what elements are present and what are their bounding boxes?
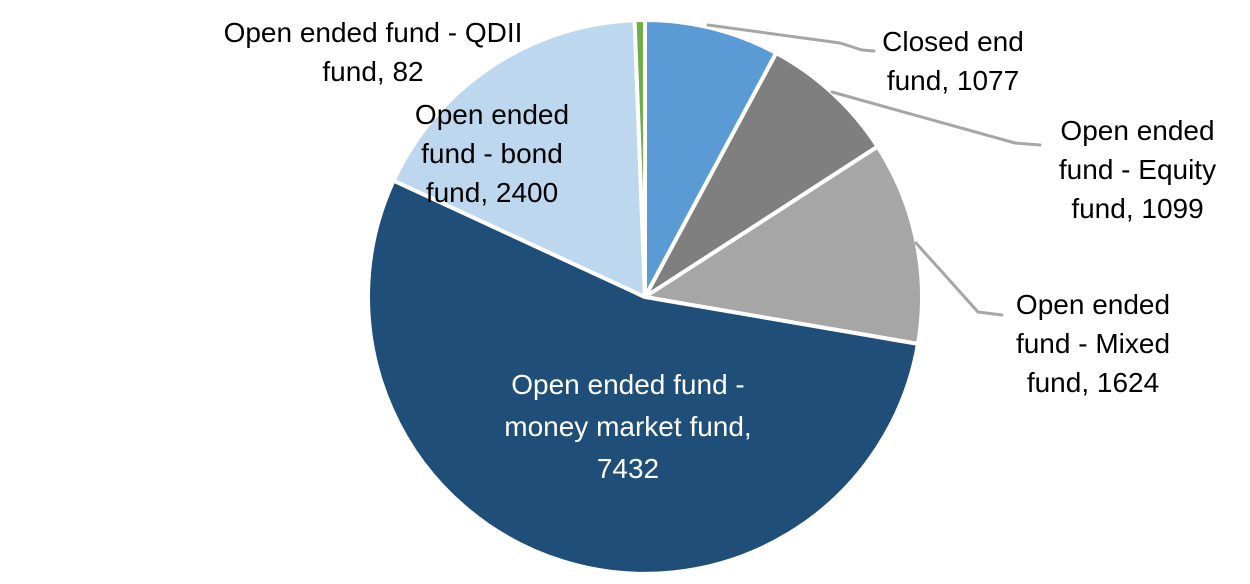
data-label-line: fund - bond (421, 138, 563, 169)
data-label-line: fund - Mixed (1015, 328, 1171, 359)
data-label-mixed-fund: Open ended fund - Mixed fund, 1624 (983, 285, 1203, 402)
data-label-equity-fund: Open ended fund - Equity fund, 1099 (1025, 111, 1250, 228)
data-label-line: Open ended fund - (511, 369, 745, 400)
pie-slice-mixed-fund (643, 144, 924, 346)
leader-line-equity-fund (830, 90, 1042, 147)
data-label-bond-fund: Open ended fund - bond fund, 2400 (382, 95, 602, 212)
pie-slice-bond-fund (391, 18, 647, 299)
pie-slice-closed-end-fund (643, 17, 779, 299)
pie-slice-money-market-fund (366, 178, 920, 576)
data-label-money-market-fund: Open ended fund - money market fund, 743… (458, 364, 798, 490)
data-label-line: 7432 (596, 453, 660, 484)
pie-slices-group (366, 17, 924, 576)
data-label-line: fund, 2400 (425, 177, 559, 208)
data-label-line: fund, 1624 (1026, 367, 1160, 398)
data-label-qdii-fund: Open ended fund - QDII fund, 82 (183, 13, 563, 91)
data-label-line: Open ended (1015, 289, 1171, 320)
data-label-line: Open ended (1060, 115, 1215, 146)
data-label-line: money market fund, (504, 411, 752, 442)
leader-line-closed-end-fund (706, 23, 876, 53)
data-label-line: Open ended fund - QDII (223, 17, 523, 48)
data-label-line: Open ended (414, 99, 570, 130)
data-label-line: fund, 82 (322, 56, 424, 87)
pie-slice-qdii-fund (632, 18, 647, 299)
data-label-line: fund - Equity (1058, 154, 1217, 185)
data-label-line: fund, 1077 (886, 65, 1020, 96)
data-label-line: Closed end (882, 26, 1024, 57)
data-label-line: fund, 1099 (1071, 193, 1204, 224)
leader-line-mixed-fund (914, 241, 1004, 317)
data-label-closed-end-fund: Closed end fund, 1077 (843, 22, 1063, 100)
